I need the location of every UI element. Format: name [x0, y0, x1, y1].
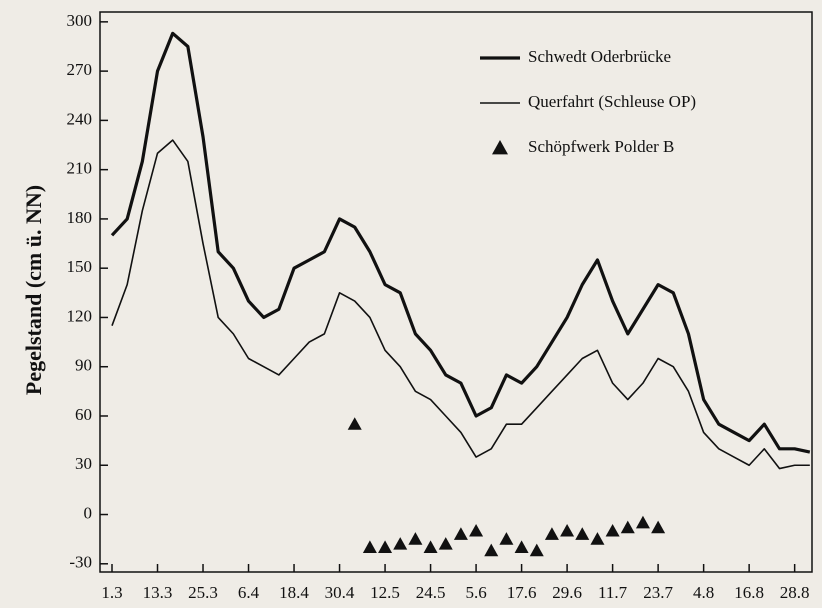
y-tick-label: 150 [67, 257, 93, 276]
triangle-marker [469, 523, 484, 537]
triangle-marker [605, 523, 620, 537]
x-tick-label: 28.8 [780, 583, 810, 602]
y-tick-label: 210 [67, 159, 93, 178]
x-tick-label: 30.4 [325, 583, 355, 602]
x-tick-label: 5.6 [465, 583, 486, 602]
y-tick-label: 120 [67, 306, 93, 325]
x-tick-label: 11.7 [598, 583, 628, 602]
triangle-marker [635, 515, 650, 529]
triangle-marker [499, 532, 514, 545]
triangle-marker [560, 523, 575, 537]
triangle-marker [575, 527, 590, 540]
y-tick-label: 90 [75, 356, 92, 375]
plot-frame [99, 11, 813, 573]
x-tick-label: 29.6 [552, 583, 582, 602]
x-tick-label: 17.6 [507, 583, 537, 602]
x-tick-label: 12.5 [370, 583, 400, 602]
triangle-marker [393, 537, 408, 550]
triangle-marker [651, 520, 666, 534]
y-tick-label: 30 [75, 454, 92, 473]
triangle-marker [378, 540, 393, 553]
series-line [111, 139, 810, 470]
triangle-marker [529, 543, 544, 557]
triangle-marker [620, 520, 635, 534]
legend-label: Schöpfwerk Polder B [528, 137, 674, 156]
y-tick-label: 270 [67, 60, 93, 79]
x-tick-label: 24.5 [416, 583, 446, 602]
x-tick-label: 4.8 [693, 583, 714, 602]
y-tick-label: -30 [69, 553, 92, 572]
legend-label: Querfahrt (Schleuse OP) [528, 92, 696, 111]
y-axis-label: Pegelstand (cm ü. NN) [21, 185, 46, 395]
x-tick-label: 18.4 [279, 583, 309, 602]
series-line [110, 31, 811, 454]
triangle-marker [362, 540, 377, 553]
x-tick-label: 16.8 [734, 583, 764, 602]
y-tick-label: 240 [67, 109, 93, 128]
legend-label: Schwedt Oderbrücke [528, 47, 671, 66]
triangle-marker [484, 543, 499, 557]
triangle-marker [453, 527, 468, 540]
x-tick-label: 25.3 [188, 583, 218, 602]
y-tick-label: 0 [84, 503, 93, 522]
x-tick-label: 13.3 [143, 583, 173, 602]
legend-marker [492, 140, 508, 155]
y-tick-label: 180 [67, 208, 93, 227]
x-tick-label: 23.7 [643, 583, 673, 602]
y-tick-label: 300 [67, 11, 93, 30]
y-tick-label: 60 [75, 405, 92, 424]
x-tick-label: 6.4 [238, 583, 260, 602]
triangle-marker [590, 532, 605, 545]
triangle-marker [438, 537, 453, 550]
x-tick-label: 1.3 [101, 583, 122, 602]
triangle-marker [347, 417, 362, 430]
triangle-marker [514, 540, 529, 553]
triangle-marker [423, 540, 438, 553]
triangle-marker [544, 527, 559, 540]
triangle-marker [408, 532, 423, 545]
